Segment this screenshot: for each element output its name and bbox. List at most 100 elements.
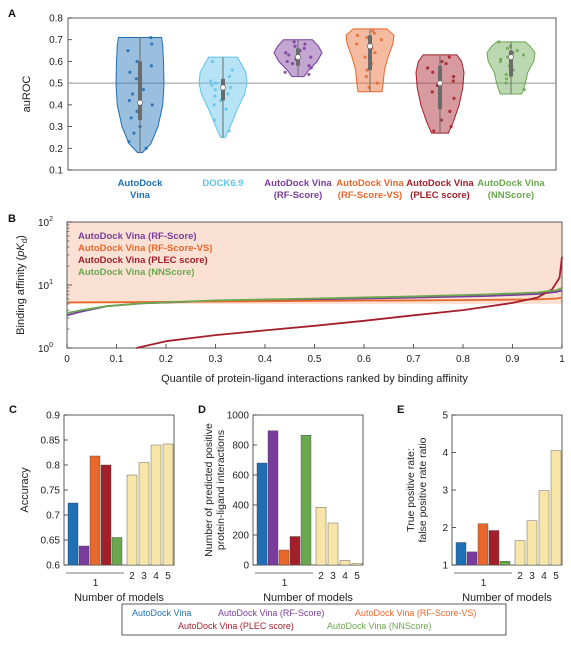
y-axis-label-line2: protein-ligand interactions: [215, 430, 227, 550]
legend-entry: AutoDock Vina: [132, 608, 191, 618]
y-tick-label: 4: [442, 448, 448, 459]
data-point: [128, 70, 132, 74]
data-point: [127, 98, 131, 103]
median-marker: [137, 99, 143, 106]
legend-entry: AutoDock Vina (PLEC score): [178, 621, 294, 631]
data-point: [130, 92, 135, 96]
y-tick-label: 2: [442, 523, 448, 534]
panel-letter: D: [198, 404, 206, 416]
data-point: [365, 68, 369, 72]
bar-combined: [138, 462, 150, 566]
bar-single: [499, 561, 511, 566]
x-tick-label: 0.3: [209, 354, 223, 365]
data-point: [451, 75, 456, 79]
data-point: [290, 62, 295, 66]
data-point: [309, 66, 313, 70]
x-axis-label: Number of models: [74, 592, 164, 604]
series-line: [66, 287, 563, 314]
data-point: [432, 129, 436, 133]
bar-combined: [339, 560, 351, 566]
bar-combined: [150, 444, 162, 566]
y-axis-label: Number of predicted positiveprotein-liga…: [203, 423, 227, 557]
data-point: [365, 35, 369, 40]
bar-single: [289, 536, 301, 566]
x-tick-label: 0.5: [308, 354, 322, 365]
y-tick-exponent: 0: [49, 342, 53, 349]
plot-frame: [67, 17, 557, 171]
x-tick-label: 4: [541, 571, 547, 582]
bar-combined: [327, 522, 339, 566]
data-point: [497, 40, 501, 44]
x-tick-label: 1: [481, 578, 487, 589]
data-point: [522, 88, 526, 92]
bar-single: [89, 455, 101, 566]
data-point: [355, 42, 359, 46]
y-tick-base: 10: [38, 344, 50, 355]
data-point: [379, 38, 383, 42]
x-axis-label: Number of models: [263, 592, 353, 604]
panel-a: A 0.1 0.2 0.3 0.4 0.5 0.6 0.7 0.8 auROC AutoDock Vi…: [8, 8, 557, 201]
iqr-box: [368, 35, 372, 71]
data-point: [285, 59, 289, 64]
data-point: [515, 48, 519, 53]
data-point: [440, 59, 444, 64]
data-point: [287, 53, 291, 57]
y-tick-label: 0.7: [49, 35, 63, 46]
y-tick-label: 0.8: [49, 14, 63, 25]
shaded-band: [67, 222, 562, 304]
data-point: [129, 116, 133, 120]
category-label-line1: AutoDock Vina: [264, 178, 332, 189]
bar-single: [67, 502, 79, 566]
y-tick-label: 100: [38, 342, 53, 355]
data-point: [372, 31, 377, 35]
data-point: [449, 124, 453, 129]
data-point: [135, 59, 139, 64]
data-point: [141, 88, 146, 92]
category-label: AutoDock Vina (RF-Score): [264, 178, 332, 201]
bar-combined: [315, 507, 327, 566]
y-tick-label: 3: [442, 486, 448, 497]
data-point: [213, 94, 217, 98]
y-axis-label: Binding affinity (pKd): [15, 235, 29, 335]
data-point: [228, 85, 233, 90]
y-tick-label: 0.75: [41, 486, 61, 497]
y-tick-label: 101: [38, 279, 53, 292]
data-point: [430, 90, 434, 94]
legend-entry: AutoDock Vina (RF-Score): [218, 608, 324, 618]
y-tick-label: 0.85: [41, 436, 61, 447]
y-tick-label: 600: [232, 471, 249, 482]
data-point: [132, 131, 136, 135]
x-tick-label: 4: [342, 571, 348, 582]
data-point: [213, 88, 217, 92]
y-axis-label-line1: Number of predicted positive: [203, 423, 215, 557]
x-tick-label: 1: [282, 578, 288, 589]
category-label-line2: (NNScore): [488, 190, 534, 201]
bar-single: [267, 430, 279, 566]
panel-letter: C: [9, 404, 17, 416]
y-tick-label: 0.5: [49, 79, 63, 90]
data-point: [212, 103, 216, 107]
y-tick-label: 800: [232, 441, 249, 452]
data-point: [363, 55, 367, 59]
series-line: [136, 256, 563, 349]
panel-letter: B: [8, 213, 16, 225]
bar-combined: [162, 443, 174, 566]
y-tick-label: 0.6: [49, 57, 63, 68]
bar-single: [477, 523, 489, 566]
data-point: [521, 53, 526, 57]
x-tick-label: 1: [93, 578, 99, 589]
data-point: [307, 64, 311, 68]
category-label-line1: AutoDock Vina: [336, 178, 404, 189]
legend-entry: AutoDock Vina (NNScore): [327, 621, 431, 631]
data-point: [134, 77, 138, 81]
y-tick-label: 0.9: [46, 411, 60, 422]
category-label-line1: AutoDock: [118, 178, 164, 189]
median-marker: [437, 80, 443, 87]
y-tick-label: 0.2: [49, 144, 63, 155]
y-axis-label: auROC: [21, 76, 33, 113]
y-tick-base: 10: [38, 218, 50, 229]
bar-combined: [514, 540, 526, 566]
